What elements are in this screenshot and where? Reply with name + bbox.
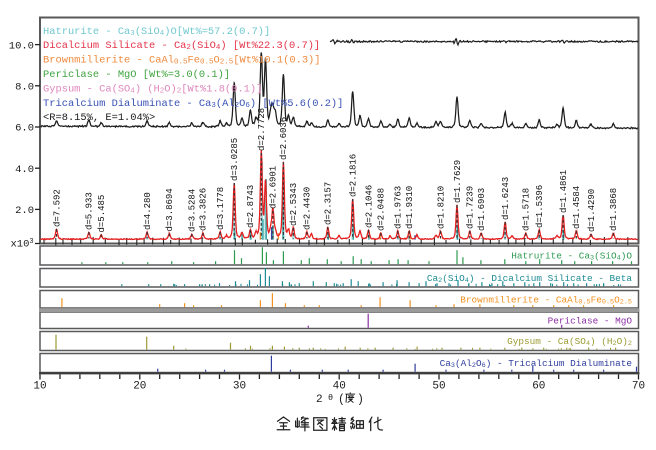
svg-text:Tricalcium Dialuminate - Ca3(A: Tricalcium Dialuminate - Ca3(Al2O6) [Wt%… bbox=[43, 98, 343, 110]
svg-text:d=1.9763: d=1.9763 bbox=[394, 186, 404, 229]
svg-text:70: 70 bbox=[632, 381, 645, 393]
svg-text:6.0: 6.0 bbox=[15, 123, 34, 135]
svg-text:Ca3(Al2O6) - Tricalcium Dialum: Ca3(Al2O6) - Tricalcium Dialuminate bbox=[440, 358, 633, 370]
svg-text:40: 40 bbox=[333, 381, 346, 393]
svg-text:d=3.0285: d=3.0285 bbox=[230, 138, 240, 181]
svg-text:): ) bbox=[357, 394, 364, 407]
svg-text:d=1.3868: d=1.3868 bbox=[609, 188, 619, 231]
svg-text:4.0: 4.0 bbox=[15, 164, 34, 176]
svg-text:d=1.5396: d=1.5396 bbox=[535, 185, 545, 228]
svg-text:d=2.6901: d=2.6901 bbox=[269, 166, 279, 209]
svg-text:<R=8.15%, E=1.04%>: <R=8.15%, E=1.04%> bbox=[43, 112, 155, 124]
svg-text:d=2.6036: d=2.6036 bbox=[279, 117, 289, 160]
svg-text:Gypsum - Ca(SO4) (H2O)2: Gypsum - Ca(SO4) (H2O)2 bbox=[507, 336, 632, 348]
svg-text:d=1.4290: d=1.4290 bbox=[587, 189, 597, 232]
svg-text:d=5.933: d=5.933 bbox=[85, 192, 95, 230]
svg-text:Periclase - MgO: Periclase - MgO bbox=[548, 315, 633, 326]
svg-text:d=1.6903: d=1.6903 bbox=[477, 188, 487, 231]
svg-text:d=3.8694: d=3.8694 bbox=[165, 188, 175, 231]
svg-text:d=2.1816: d=2.1816 bbox=[349, 154, 359, 197]
svg-text:Hatrurite - Ca3(SiO4)O[Wt%=57.: Hatrurite - Ca3(SiO4)O[Wt%=57.2(0.7)] bbox=[43, 26, 270, 38]
svg-text:θ: θ bbox=[328, 393, 333, 403]
svg-text:10: 10 bbox=[33, 381, 46, 393]
svg-text:2: 2 bbox=[316, 394, 323, 406]
svg-text:Periclase - MgO [Wt%=3.0(0.1)]: Periclase - MgO [Wt%=3.0(0.1)] bbox=[43, 69, 230, 81]
svg-text:20: 20 bbox=[133, 381, 146, 393]
svg-text:d=3.5284: d=3.5284 bbox=[188, 189, 198, 232]
svg-text:d=1.7239: d=1.7239 bbox=[466, 186, 476, 229]
svg-text:Ca2(SiO4) - Dicalcium Silicate: Ca2(SiO4) - Dicalcium Silicate - Beta bbox=[427, 273, 632, 285]
svg-text:d=2.0488: d=2.0488 bbox=[377, 188, 387, 231]
svg-text:2.0: 2.0 bbox=[15, 205, 34, 217]
svg-text:d=1.4584: d=1.4584 bbox=[572, 186, 582, 229]
svg-text:d=2.3157: d=2.3157 bbox=[324, 182, 334, 225]
svg-text:x103: x103 bbox=[11, 238, 34, 251]
svg-text:d=2.8743: d=2.8743 bbox=[246, 185, 256, 228]
svg-text:60: 60 bbox=[532, 381, 545, 393]
svg-text:Brownmillerite - CaAl0.5Fe0.5O: Brownmillerite - CaAl0.5Fe0.5O2.5[Wt%10.… bbox=[43, 55, 321, 67]
svg-text:d=1.8210: d=1.8210 bbox=[436, 186, 446, 229]
svg-text:d=1.5718: d=1.5718 bbox=[522, 188, 532, 231]
svg-text:d=1.7629: d=1.7629 bbox=[453, 160, 463, 203]
svg-text:Gypsum - Ca(SO4) (H2O)2[Wt%1.8: Gypsum - Ca(SO4) (H2O)2[Wt%1.8(0.1)] bbox=[43, 83, 262, 95]
svg-text:d=2.4430: d=2.4430 bbox=[303, 187, 313, 230]
svg-text:50: 50 bbox=[432, 381, 445, 393]
svg-text:d=2.5343: d=2.5343 bbox=[289, 183, 299, 226]
svg-text:d=5.485: d=5.485 bbox=[97, 195, 107, 233]
svg-text:Hatrurite - Ca3(SiO4)O: Hatrurite - Ca3(SiO4)O bbox=[511, 251, 632, 263]
svg-text:(: ( bbox=[338, 394, 345, 407]
svg-text:d=2.1046: d=2.1046 bbox=[364, 185, 374, 228]
svg-text:d=7.592: d=7.592 bbox=[52, 189, 62, 227]
svg-text:d=4.280: d=4.280 bbox=[143, 192, 153, 230]
svg-text:d=3.1778: d=3.1778 bbox=[216, 187, 226, 230]
svg-text:d=1.4861: d=1.4861 bbox=[559, 170, 569, 213]
svg-text:8.0: 8.0 bbox=[15, 82, 34, 94]
svg-text:d=1.6243: d=1.6243 bbox=[501, 177, 511, 220]
svg-text:d=1.9310: d=1.9310 bbox=[405, 186, 415, 229]
svg-text:Brownmillerite - CaAl0.5Fe0.5O: Brownmillerite - CaAl0.5Fe0.5O2.5 bbox=[460, 294, 632, 306]
svg-text:d=2.7728: d=2.7728 bbox=[257, 108, 267, 151]
svg-text:Dicalcium Silicate - Ca2(SiO4): Dicalcium Silicate - Ca2(SiO4) [Wt%22.3(… bbox=[43, 40, 320, 52]
svg-text:10.0: 10.0 bbox=[9, 40, 34, 52]
svg-text:30: 30 bbox=[233, 381, 246, 393]
svg-text:d=3.3826: d=3.3826 bbox=[199, 188, 209, 231]
